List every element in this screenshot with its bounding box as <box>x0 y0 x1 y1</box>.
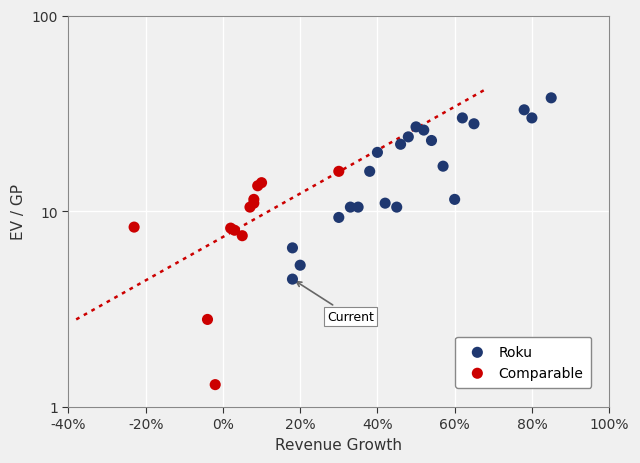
Comparable <box>257 180 267 187</box>
Roku <box>396 141 406 149</box>
Roku <box>438 163 448 170</box>
Roku <box>419 127 429 134</box>
Comparable <box>253 183 263 190</box>
Roku <box>469 121 479 128</box>
Roku <box>295 262 305 269</box>
Comparable <box>333 168 344 175</box>
Comparable <box>249 200 259 207</box>
Roku <box>365 168 375 175</box>
Roku <box>426 138 436 145</box>
Roku <box>353 204 364 212</box>
Roku <box>403 134 413 141</box>
Roku <box>380 200 390 207</box>
Roku <box>287 244 298 252</box>
Roku <box>449 196 460 204</box>
Roku <box>345 204 355 212</box>
Point <box>287 276 298 283</box>
Comparable <box>225 225 236 232</box>
Text: Current: Current <box>296 282 374 323</box>
Roku <box>546 95 556 102</box>
Comparable <box>210 381 220 388</box>
Roku <box>333 214 344 222</box>
Comparable <box>229 227 239 234</box>
Y-axis label: EV / GP: EV / GP <box>11 184 26 240</box>
Roku <box>519 107 529 114</box>
Roku <box>411 124 421 131</box>
Roku <box>457 115 467 122</box>
Roku <box>527 115 537 122</box>
Roku <box>372 150 383 157</box>
Legend: Roku, Comparable: Roku, Comparable <box>455 337 591 388</box>
Comparable <box>237 232 248 240</box>
Comparable <box>245 204 255 212</box>
X-axis label: Revenue Growth: Revenue Growth <box>275 437 403 452</box>
Comparable <box>129 224 140 232</box>
Comparable <box>202 316 212 324</box>
Roku <box>392 204 402 212</box>
Comparable <box>249 196 259 204</box>
